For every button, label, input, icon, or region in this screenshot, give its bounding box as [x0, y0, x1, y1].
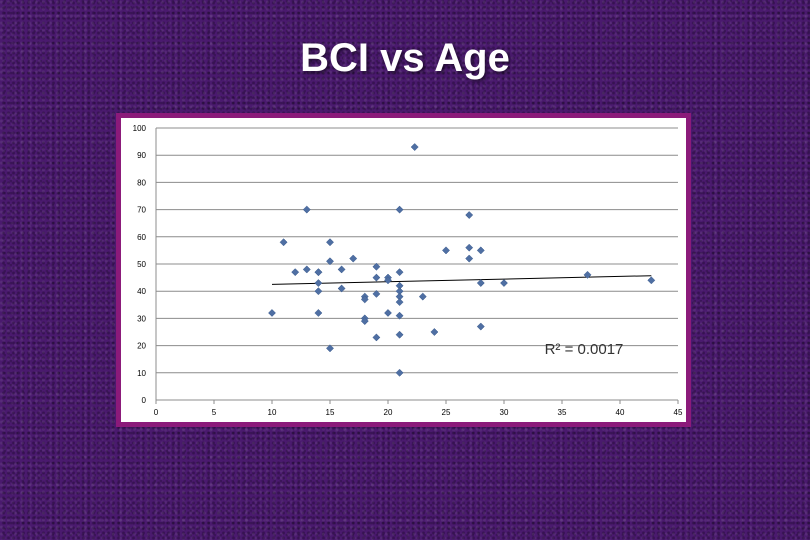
data-point	[337, 284, 346, 293]
y-tick-label: 40	[137, 287, 146, 296]
data-point	[395, 368, 404, 377]
y-tick-label: 70	[137, 206, 146, 215]
data-point	[465, 254, 474, 263]
x-tick-label: 0	[154, 408, 159, 417]
data-point	[384, 309, 392, 317]
trendline-group	[271, 275, 652, 285]
data-point	[360, 295, 369, 304]
data-point	[326, 257, 334, 266]
y-tick-label: 90	[137, 151, 146, 160]
data-point	[372, 289, 381, 298]
data-point	[314, 279, 323, 287]
data-point	[410, 143, 419, 151]
data-point	[465, 211, 474, 219]
data-point	[349, 254, 358, 263]
data-point	[314, 287, 323, 296]
data-point	[442, 246, 450, 255]
data-point	[476, 246, 485, 255]
data-point	[314, 268, 323, 277]
x-tick-labels: 0 5 10 15 20 25 30 35 40 45	[154, 408, 683, 417]
data-point	[395, 205, 404, 214]
y-tick-label: 100	[133, 124, 147, 133]
data-point	[583, 270, 592, 279]
data-point	[395, 311, 404, 320]
r-squared-label: R² = 0.0017	[545, 341, 624, 358]
chart-area: 0 10 20 30 40 50 60 70 80 90 100 0 5 10 15 20 25 30 35 40 4…	[121, 118, 686, 422]
x-tick-label: 30	[500, 408, 509, 417]
data-point	[465, 243, 474, 252]
chart-frame: 0 10 20 30 40 50 60 70 80 90 100 0 5 10 15 20 25 30 35 40 4…	[116, 113, 691, 427]
data-point	[326, 344, 334, 353]
axes	[155, 128, 679, 404]
data-point	[384, 276, 392, 285]
y-tick-label: 50	[137, 260, 146, 269]
data-points	[268, 143, 656, 377]
scatter-chart: 0 10 20 30 40 50 60 70 80 90 100 0 5 10 15 20 25 30 35 40 4…	[133, 124, 683, 417]
y-tick-label: 0	[142, 396, 147, 405]
data-point	[418, 292, 427, 301]
data-point	[326, 238, 334, 247]
gridlines	[156, 127, 678, 401]
data-point	[337, 265, 346, 274]
data-point	[395, 330, 404, 339]
x-tick-label: 20	[384, 408, 393, 417]
x-tick-label: 40	[616, 408, 625, 417]
data-point	[372, 262, 381, 271]
y-tick-label: 60	[137, 233, 146, 242]
data-point	[268, 309, 276, 317]
trendline	[271, 275, 652, 285]
x-tick-label: 25	[442, 408, 451, 417]
data-point	[395, 298, 404, 307]
data-point	[372, 333, 381, 342]
data-point	[476, 322, 485, 331]
annotation-group: R² = 0.0017	[545, 341, 624, 358]
data-point	[314, 309, 323, 317]
data-point	[372, 273, 381, 282]
x-tick-label: 35	[558, 408, 567, 417]
y-tick-label: 20	[137, 342, 146, 351]
y-tick-label: 30	[137, 314, 146, 323]
data-point	[360, 317, 369, 326]
data-point	[395, 268, 404, 277]
data-point	[291, 268, 300, 277]
x-tick-label: 5	[212, 408, 217, 417]
x-tick-label: 10	[268, 408, 277, 417]
data-point	[302, 265, 311, 274]
y-tick-label: 80	[137, 178, 146, 187]
data-point	[500, 279, 508, 287]
x-tick-label: 15	[326, 408, 335, 417]
data-point	[430, 328, 439, 336]
data-point	[476, 279, 485, 287]
slide-title: BCI vs Age	[300, 36, 510, 80]
data-point	[647, 276, 656, 285]
y-tick-label: 10	[137, 369, 146, 378]
data-point	[279, 238, 288, 247]
y-tick-labels: 0 10 20 30 40 50 60 70 80 90 100	[133, 124, 147, 405]
x-tick-label: 45	[674, 408, 683, 417]
data-point	[302, 205, 311, 214]
